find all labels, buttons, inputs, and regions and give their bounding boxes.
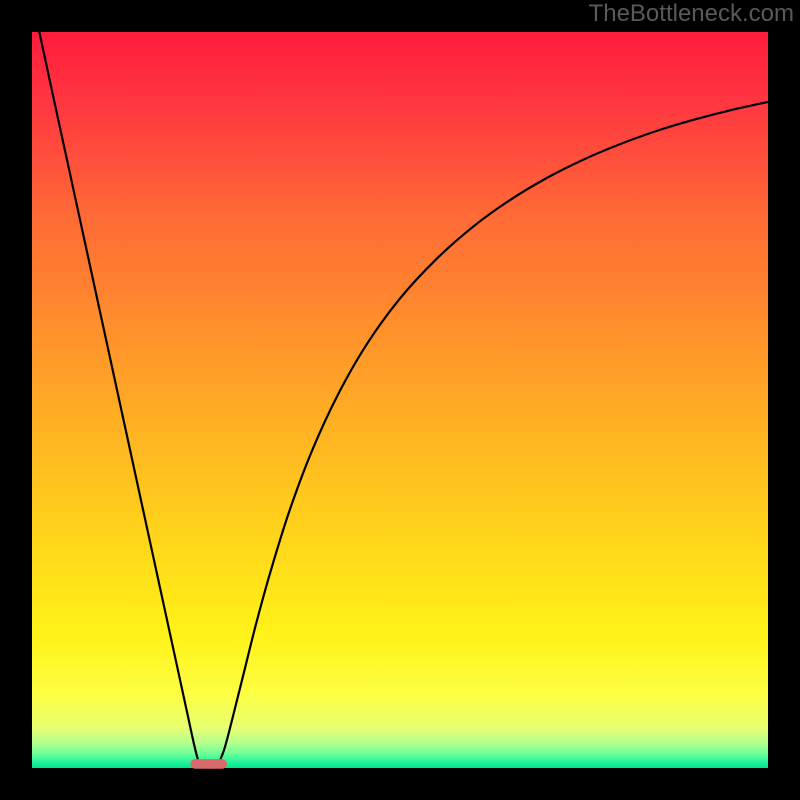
- chart-container: TheBottleneck.com: [0, 0, 800, 800]
- bottleneck-chart: [0, 0, 800, 800]
- plot-background: [32, 32, 768, 768]
- watermark-text: TheBottleneck.com: [589, 0, 800, 28]
- min-marker: [190, 759, 227, 769]
